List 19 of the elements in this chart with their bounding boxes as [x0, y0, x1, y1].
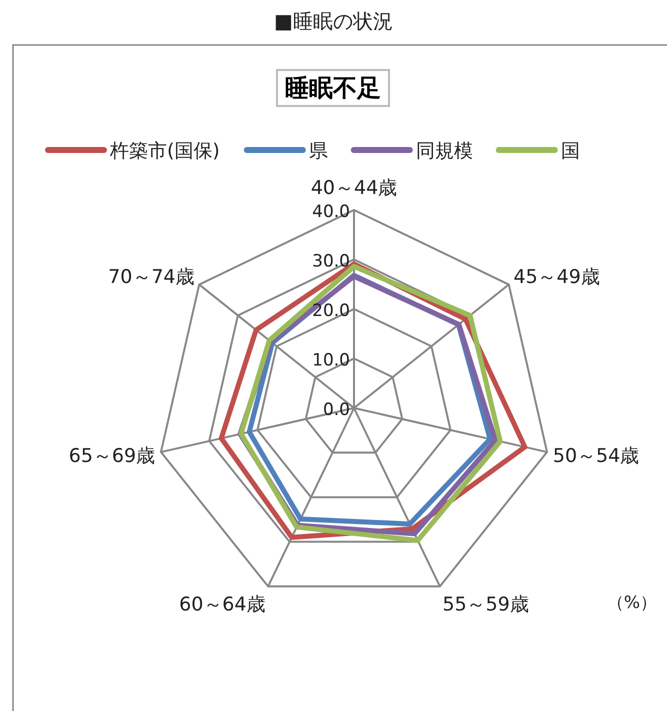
- legend-label: 県: [308, 140, 328, 162]
- y-tick-label: 40.0: [312, 202, 350, 222]
- chart-title: ■睡眠の状況: [274, 9, 393, 33]
- spoke-label: 50～54歳: [552, 445, 640, 468]
- spoke-label: 70～74歳: [108, 266, 195, 288]
- spoke-label: 55～59歳: [442, 593, 529, 616]
- y-tick-label: 0.0: [322, 400, 350, 420]
- legend-label: 国: [560, 140, 580, 162]
- text: （%）: [606, 593, 658, 613]
- legend-label: 杵築市(国保): [109, 140, 220, 162]
- y-tick-label: 20.0: [312, 301, 350, 321]
- y-tick-label: 30.0: [312, 252, 350, 272]
- y-tick-label: 10.0: [312, 350, 350, 370]
- chart-subtitle: 睡眠不足: [285, 74, 381, 102]
- spoke-label: 45～49歳: [513, 266, 600, 288]
- spoke-label: 40～44歳: [310, 177, 398, 199]
- spoke-label: 65～69歳: [68, 445, 156, 468]
- legend-label: 同規模: [416, 140, 473, 162]
- spoke-label: 60～64歳: [179, 593, 266, 616]
